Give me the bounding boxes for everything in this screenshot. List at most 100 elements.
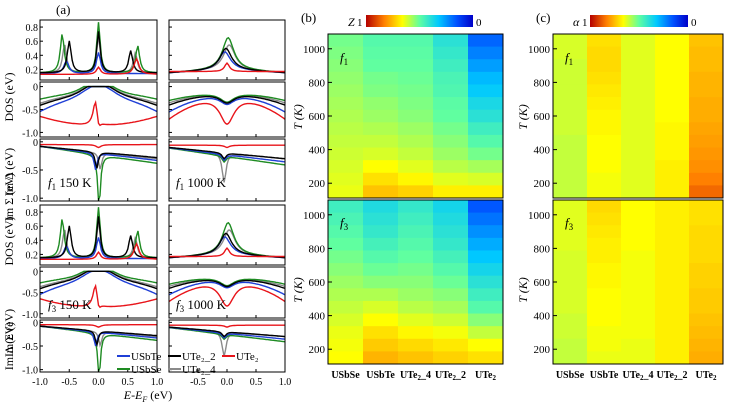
y-tick-label: -1.0 <box>22 366 38 377</box>
heat-cell <box>398 263 434 277</box>
series-line-usbse <box>40 22 157 74</box>
heat-cell <box>363 147 399 161</box>
heat-cell <box>689 109 724 123</box>
heat-cell <box>621 338 656 352</box>
heat-cell <box>468 34 504 48</box>
subplot-lines <box>169 324 285 357</box>
heat-cell <box>328 288 364 302</box>
y-tick-label: 200 <box>534 344 551 356</box>
heat-cell <box>655 46 690 60</box>
heat-cell <box>621 351 656 365</box>
heat-cell <box>553 134 588 149</box>
subplot-lines <box>40 207 157 260</box>
heat-cell <box>328 212 364 226</box>
y-tick-label: 0.4 <box>26 236 39 247</box>
heat-cell <box>363 46 399 60</box>
heat-cell <box>587 300 622 315</box>
x-tick-label: -0.5 <box>190 377 206 388</box>
heat-cell <box>553 84 588 98</box>
subplot <box>168 266 286 319</box>
panel-a-subplots: 0.80.60.40.20-0.5-1.00-0.5-1.00.80.60.40… <box>22 19 291 388</box>
y-tick-label: -0.5 <box>22 166 38 177</box>
heat-cell <box>468 97 504 111</box>
heat-cell <box>689 147 724 161</box>
heat-cell <box>689 300 724 315</box>
heat-cell <box>655 275 690 289</box>
heat-cell <box>655 300 690 315</box>
heat-cell <box>363 185 399 199</box>
heat-cell <box>398 185 434 199</box>
heat-cell <box>655 147 690 161</box>
y-tick-label: 0.8 <box>26 208 39 219</box>
heat-cell <box>363 109 399 123</box>
heat-cell <box>433 300 469 315</box>
heat-cell <box>398 288 434 302</box>
y-tick-label: 800 <box>534 77 551 89</box>
heat-cell <box>621 250 656 264</box>
colorbar-z: Z 1 0 <box>348 15 482 29</box>
heat-cell <box>587 160 622 174</box>
heat-cell <box>587 212 622 226</box>
series-line-usbte <box>169 281 285 296</box>
heat-cell <box>587 185 622 199</box>
heat-cell <box>553 109 588 123</box>
heat-cell <box>621 275 656 289</box>
heat-cell <box>655 313 690 327</box>
series-line-usbte <box>40 145 157 171</box>
x-tick-label: 0.5 <box>122 377 135 388</box>
y-tick-label: 200 <box>309 178 326 190</box>
colorbar-z-min: 0 <box>476 17 482 29</box>
heat-cell <box>328 250 364 264</box>
heat-cell <box>363 263 399 277</box>
x-category-label: USbTe <box>590 370 619 381</box>
heat-cell <box>553 275 588 289</box>
series-line-usbte <box>169 147 285 163</box>
heat-cell <box>621 134 656 149</box>
heat-cell <box>621 237 656 251</box>
heat-cell <box>587 147 622 161</box>
heat-cell <box>655 122 690 136</box>
y-tick-label: 0.4 <box>26 51 39 62</box>
panel-a-legend: USbTe USbSe UTe₂_2 UTe₂_4 UTe₂ <box>117 351 259 376</box>
series-line-ute2 <box>169 61 285 73</box>
series-line-usbte <box>40 325 157 347</box>
y-tick-label: 1000 <box>528 44 551 56</box>
y-tick-label: 200 <box>534 178 551 190</box>
heat-cell <box>689 172 724 186</box>
x-category-label: USbTe <box>366 370 395 381</box>
heat-cell <box>328 46 364 60</box>
y-tick-label: 1000 <box>528 210 551 222</box>
series-line-usbse <box>169 147 285 166</box>
y-tick-label: -0.5 <box>22 342 38 353</box>
y-tick-label: 1000 <box>303 44 326 56</box>
x-category-label: USbSe <box>331 370 360 381</box>
heat-cell <box>328 300 364 315</box>
heat-cell <box>553 326 588 340</box>
heat-cell <box>398 338 434 352</box>
heat-cell <box>553 147 588 161</box>
y-tick-label: 0 <box>33 83 38 94</box>
y-tick-label: -1.0 <box>22 310 38 321</box>
y-tick-label: 600 <box>534 111 551 123</box>
y-tick-label: 600 <box>534 277 551 289</box>
subplot-lines <box>169 36 285 74</box>
legend-label-usbse: USbSe <box>131 364 162 376</box>
heat-cell <box>433 212 469 226</box>
heat-cell <box>398 275 434 289</box>
series-line-ute2_2 <box>169 232 285 259</box>
heat-cell <box>655 225 690 239</box>
heat-cell <box>689 122 724 136</box>
y-tick-label: 0 <box>33 267 38 278</box>
heat-cell <box>621 97 656 111</box>
subplot-lines <box>40 270 157 309</box>
heat-cell <box>587 134 622 149</box>
row-label-imsigma-f1: Im Σ (eV) <box>2 173 16 221</box>
heat-cell <box>328 34 364 48</box>
heat-cell <box>398 172 434 186</box>
y-tick-label: -0.5 <box>22 106 38 117</box>
y-tick-label: 400 <box>309 145 326 157</box>
heat-cell <box>363 275 399 289</box>
heat-cell <box>398 71 434 85</box>
heat-cell <box>689 97 724 111</box>
